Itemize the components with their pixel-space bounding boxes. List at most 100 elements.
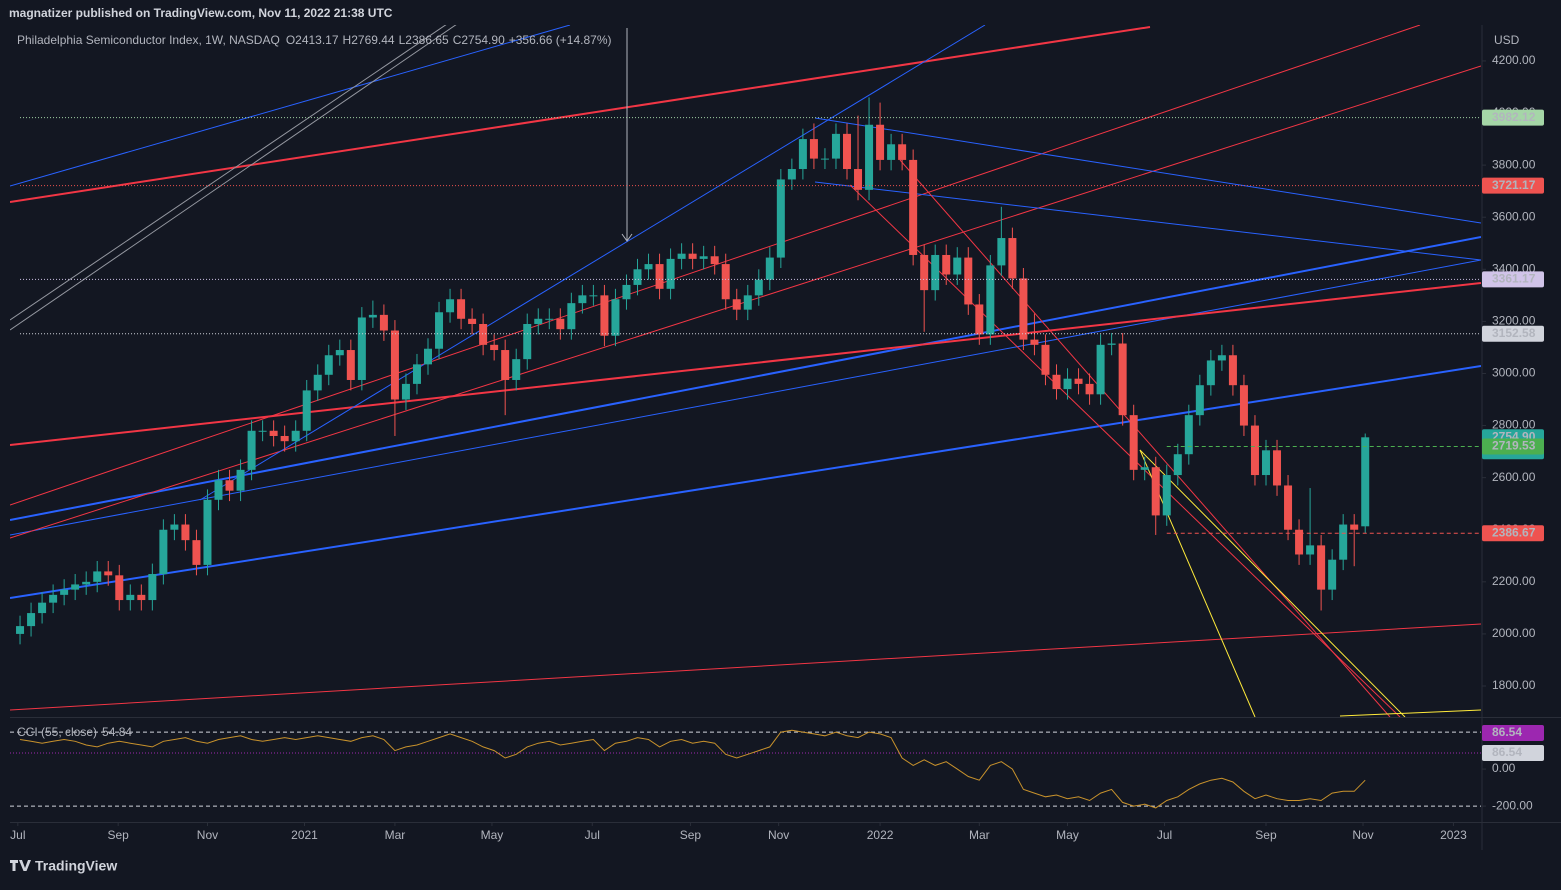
candle-body	[368, 314, 377, 318]
candle-body	[578, 295, 587, 304]
candle-body	[203, 499, 212, 565]
y-tick-label: 2000.00	[1492, 626, 1536, 640]
arrow-head	[621, 233, 633, 242]
candle-body	[258, 430, 267, 432]
candle-body	[523, 323, 532, 360]
y-tick-label: 2200.00	[1492, 574, 1536, 588]
trendline	[10, 25, 447, 321]
candle-body	[401, 383, 410, 400]
trendline	[1139, 449, 1406, 717]
candle-body	[225, 480, 234, 491]
candle-body	[876, 124, 885, 160]
logo	[10, 860, 31, 871]
candle-body	[865, 124, 874, 190]
trendline	[899, 159, 1391, 717]
x-tick-label: 2022	[867, 828, 894, 842]
x-tick-label: Sep	[107, 828, 129, 842]
trendline	[10, 282, 1481, 446]
price-badge-label: 3152.58	[1492, 326, 1536, 340]
candle-body	[1350, 524, 1359, 530]
candle-body	[1261, 450, 1270, 476]
y-tick-label: 3000.00	[1492, 366, 1536, 380]
trendline	[1339, 709, 1481, 717]
candle-body	[798, 139, 807, 170]
candle-body	[435, 312, 444, 349]
x-tick-label: May	[1056, 828, 1079, 842]
trendline	[10, 365, 1481, 599]
y-tick-label: 3200.00	[1492, 314, 1536, 328]
candle-body	[1317, 545, 1326, 590]
y-tick-label: 2600.00	[1492, 470, 1536, 484]
ohlc-key: L	[399, 33, 406, 47]
ohlc-value: 2769.44	[351, 33, 395, 47]
candle-body	[247, 430, 256, 470]
symbol-title: Philadelphia Semiconductor Index, 1W, NA…	[17, 33, 280, 47]
ohlc-value: 2386.65	[405, 33, 449, 47]
ohlc-key: H	[343, 33, 352, 47]
trendline	[814, 117, 1481, 224]
indicator-value: 54.84	[102, 725, 132, 739]
candle-body	[379, 314, 388, 331]
price-badge	[1482, 109, 1544, 126]
publish-info: magnatizer published on TradingView.com,…	[9, 6, 393, 20]
candle-body	[82, 581, 91, 585]
candle-body	[490, 344, 499, 351]
candle-body	[1129, 415, 1138, 470]
candle-body	[589, 295, 598, 297]
candle-body	[346, 350, 355, 380]
trendline	[10, 259, 1481, 536]
candle-body	[688, 253, 697, 259]
candle-body	[1019, 278, 1028, 340]
y-tick-label: 3800.00	[1492, 157, 1536, 171]
candle-body	[501, 350, 510, 380]
trendline	[199, 25, 986, 501]
value-badge-label: 86.54	[1492, 725, 1522, 739]
candle-body	[1041, 344, 1050, 375]
candle-body	[412, 364, 421, 384]
candle-body	[666, 258, 675, 289]
candle-body	[170, 524, 179, 530]
candle-body	[313, 374, 322, 391]
candle-body	[126, 594, 135, 601]
candle-body	[1063, 378, 1072, 390]
candle-body	[1118, 343, 1127, 416]
ohlc-key: O	[286, 33, 295, 47]
candle-body	[1140, 467, 1149, 470]
candle-body	[600, 295, 609, 336]
candle-body	[1239, 385, 1248, 426]
candle-body	[181, 524, 190, 541]
candle-body	[1107, 343, 1116, 345]
candle-body	[920, 254, 929, 291]
candle-body	[986, 265, 995, 335]
candle-body	[655, 264, 664, 289]
candle-body	[512, 359, 521, 380]
candle-body	[556, 318, 565, 330]
price-badge	[1482, 177, 1544, 194]
candle-body	[1173, 454, 1182, 476]
candle-body	[1008, 238, 1017, 279]
candle-body	[49, 594, 58, 603]
candle-body	[1228, 355, 1237, 386]
candle-body	[1030, 339, 1039, 345]
candle-body	[820, 158, 829, 160]
x-tick-label: 2023	[1440, 828, 1467, 842]
candle-body	[831, 133, 840, 159]
candle-body	[1206, 360, 1215, 386]
price-badge	[1482, 438, 1544, 455]
brand-name: TradingView	[35, 858, 117, 874]
candle-body	[324, 355, 333, 375]
candle-body	[997, 238, 1006, 266]
candle-body	[975, 304, 984, 335]
x-tick-label: Mar	[385, 828, 406, 842]
candle-body	[214, 480, 223, 500]
ohlc-value: 2413.17	[295, 33, 339, 47]
candle-body	[1273, 450, 1282, 486]
ohlc-value: 2754.90	[461, 33, 505, 47]
candle-body	[898, 144, 907, 160]
indicator-name: CCI (55, close)	[17, 725, 97, 739]
candle-body	[159, 529, 168, 575]
candle-body	[1217, 355, 1226, 361]
candle-body	[909, 159, 918, 255]
y-tick-label: 3600.00	[1492, 209, 1536, 223]
